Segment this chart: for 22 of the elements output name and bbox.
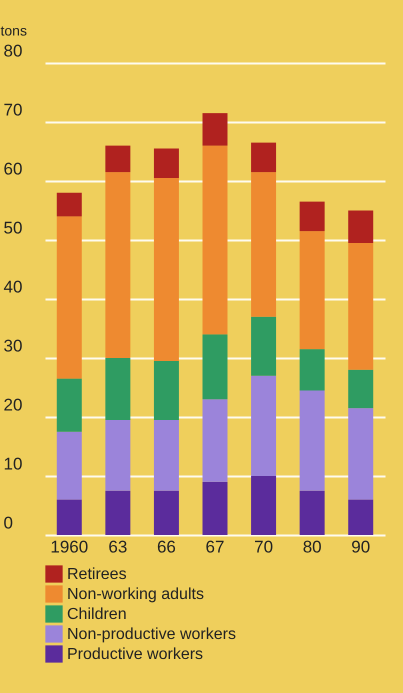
y-tick-label: 50	[4, 218, 22, 238]
legend-label: Non-productive workers	[67, 626, 236, 643]
legend-label: Non-working adults	[67, 586, 204, 603]
y-axis-title: tons	[0, 22, 27, 38]
legend-label: Productive workers	[67, 646, 204, 663]
y-tick-label: 30	[4, 336, 22, 356]
x-tick-label: 63	[108, 538, 128, 556]
y-tick-label: 60	[4, 160, 22, 178]
legend-label: Children	[67, 606, 127, 623]
legend-label: Retirees	[67, 566, 127, 583]
y-tick-label: 80	[4, 42, 22, 60]
y-tick-label: 40	[4, 278, 22, 296]
x-tick-label: 90	[351, 538, 370, 556]
x-tick-label: 67	[206, 538, 224, 556]
x-tick-label: 70	[254, 538, 274, 556]
x-tick-label: 66	[156, 538, 176, 556]
x-tick-label: 1960	[50, 538, 88, 556]
x-tick-label: 80	[302, 538, 322, 556]
y-tick-label: 10	[4, 454, 22, 474]
y-tick-label: 70	[4, 100, 22, 120]
y-tick-label: 20	[4, 396, 22, 414]
y-tick-label: 0	[4, 514, 13, 532]
